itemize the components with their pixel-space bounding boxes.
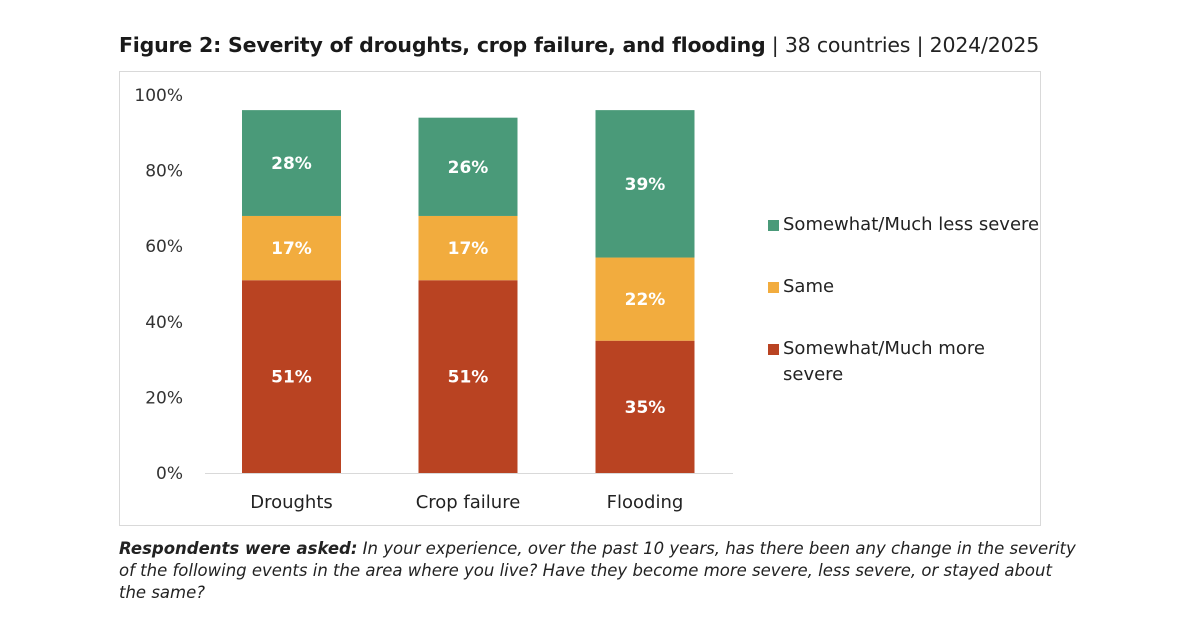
bar-segment-droughts-more-severe — [242, 280, 341, 473]
y-tick-label: 0% — [156, 464, 183, 484]
data-label: 28% — [271, 154, 312, 174]
caption-lead: Respondents were asked: — [119, 539, 358, 558]
data-label: 26% — [448, 158, 489, 178]
legend-swatch-less-severe — [768, 220, 779, 231]
data-label: 17% — [271, 239, 312, 259]
y-tick-label: 20% — [145, 388, 183, 408]
bar-segment-flooding-less-severe — [595, 110, 695, 258]
data-label: 22% — [625, 290, 666, 310]
chart-title-main: Figure 2: Severity of droughts, crop fai… — [119, 33, 766, 57]
title-separator: | — [916, 33, 924, 57]
bar-segment-crop-failure-less-severe — [418, 117, 518, 216]
chart-title: Figure 2: Severity of droughts, crop fai… — [119, 33, 1039, 57]
data-label: 39% — [625, 175, 666, 195]
bar-segment-crop-failure-more-severe — [418, 280, 518, 473]
bar-segment-flooding-same — [595, 257, 695, 341]
y-tick-label: 80% — [145, 162, 183, 182]
legend-label-same: Same — [783, 276, 835, 297]
survey-question-caption: Respondents were asked: In your experien… — [119, 538, 1079, 604]
data-label: 51% — [448, 368, 489, 388]
legend-swatch-same — [768, 282, 779, 293]
chart-title-scope: 38 countries — [784, 33, 911, 57]
legend-label-less-severe: Somewhat/Much less severe — [783, 214, 1040, 235]
chart-title-period: 2024/2025 — [929, 33, 1040, 57]
bar-segment-flooding-more-severe — [595, 340, 695, 473]
bar-segment-crop-failure-same — [418, 215, 518, 281]
title-separator: | — [771, 33, 779, 57]
y-tick-label: 40% — [145, 313, 183, 333]
data-label: 51% — [271, 368, 312, 388]
x-tick-label: Crop failure — [416, 492, 521, 513]
legend-label-more-severe: Somewhat/Much more severe — [783, 338, 985, 385]
legend-swatch-more-severe — [768, 344, 779, 355]
x-tick-label: Flooding — [607, 492, 684, 513]
data-label: 35% — [625, 398, 666, 418]
x-tick-label: Droughts — [250, 492, 333, 513]
bar-segment-droughts-same — [242, 215, 341, 281]
data-label: 17% — [448, 239, 489, 259]
bar-segment-droughts-less-severe — [242, 110, 341, 216]
y-tick-label: 100% — [134, 86, 183, 106]
y-tick-label: 60% — [145, 237, 183, 257]
caption-text: In your experience, over the past 10 yea… — [119, 539, 1076, 602]
